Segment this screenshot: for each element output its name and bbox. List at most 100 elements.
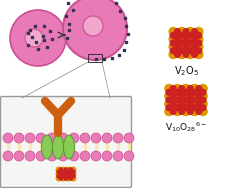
Circle shape (61, 172, 66, 176)
Bar (31, 36, 33, 38)
Circle shape (179, 98, 184, 102)
Circle shape (67, 170, 70, 174)
Circle shape (195, 43, 203, 51)
Circle shape (188, 90, 193, 95)
Circle shape (175, 41, 180, 45)
Circle shape (69, 133, 79, 143)
Circle shape (175, 97, 180, 103)
Bar (103, 58, 105, 60)
Circle shape (186, 27, 194, 36)
Circle shape (71, 172, 76, 176)
Circle shape (179, 33, 184, 38)
Circle shape (191, 107, 199, 115)
Circle shape (179, 90, 184, 95)
Circle shape (182, 107, 190, 115)
Circle shape (200, 105, 206, 111)
Circle shape (183, 44, 189, 50)
Circle shape (179, 105, 184, 110)
Circle shape (179, 93, 184, 99)
Circle shape (184, 48, 188, 53)
Circle shape (184, 41, 188, 45)
Bar (65, 15, 67, 17)
Circle shape (113, 133, 123, 143)
Circle shape (171, 98, 176, 102)
Circle shape (191, 100, 199, 108)
Circle shape (56, 167, 61, 172)
Bar (111, 57, 113, 59)
Circle shape (62, 174, 65, 178)
Circle shape (182, 92, 190, 100)
Circle shape (170, 33, 176, 38)
Circle shape (170, 109, 176, 114)
Circle shape (169, 50, 177, 58)
Circle shape (173, 100, 182, 108)
Circle shape (14, 151, 24, 161)
Circle shape (60, 175, 62, 178)
Circle shape (192, 97, 197, 103)
Circle shape (25, 151, 35, 161)
Circle shape (66, 167, 71, 172)
Circle shape (192, 44, 197, 50)
Circle shape (170, 86, 176, 91)
Circle shape (102, 133, 112, 143)
Bar (119, 10, 121, 12)
Circle shape (171, 90, 176, 95)
Circle shape (57, 174, 60, 178)
Circle shape (192, 33, 197, 38)
Circle shape (175, 29, 180, 34)
Circle shape (183, 97, 189, 103)
Circle shape (166, 89, 172, 95)
Circle shape (165, 100, 173, 108)
Circle shape (199, 84, 207, 92)
Circle shape (183, 89, 189, 95)
Circle shape (196, 98, 201, 102)
Bar (72, 9, 74, 11)
Circle shape (199, 100, 207, 108)
Circle shape (59, 168, 63, 171)
Circle shape (199, 107, 207, 115)
Circle shape (72, 174, 75, 178)
Circle shape (187, 109, 193, 114)
Circle shape (196, 93, 202, 99)
Bar (95, 58, 97, 60)
Bar (88, 54, 102, 62)
Circle shape (58, 151, 68, 161)
Circle shape (195, 27, 203, 36)
Circle shape (3, 133, 13, 143)
Bar (125, 25, 127, 27)
Bar (123, 49, 125, 51)
Circle shape (173, 107, 182, 115)
Circle shape (67, 174, 70, 178)
Circle shape (91, 133, 101, 143)
Circle shape (59, 172, 63, 176)
Ellipse shape (52, 135, 63, 159)
Circle shape (173, 84, 182, 92)
Circle shape (187, 93, 193, 99)
Bar (118, 54, 120, 56)
Circle shape (196, 101, 202, 107)
Circle shape (47, 151, 57, 161)
Circle shape (182, 84, 190, 92)
Circle shape (187, 48, 193, 54)
Circle shape (178, 50, 186, 58)
Circle shape (175, 89, 180, 95)
Circle shape (196, 105, 201, 110)
Circle shape (186, 35, 194, 43)
Circle shape (64, 172, 68, 176)
Circle shape (175, 44, 180, 50)
FancyBboxPatch shape (0, 96, 131, 187)
Circle shape (25, 29, 43, 47)
Circle shape (113, 151, 123, 161)
Bar (67, 2, 69, 4)
Bar (42, 35, 44, 37)
Circle shape (178, 27, 186, 36)
Circle shape (200, 97, 206, 103)
Circle shape (183, 105, 189, 111)
Bar (46, 46, 48, 48)
Circle shape (65, 175, 67, 178)
Ellipse shape (63, 135, 74, 159)
Bar (27, 44, 29, 46)
Circle shape (192, 105, 197, 111)
Circle shape (59, 177, 63, 180)
Circle shape (191, 84, 199, 92)
